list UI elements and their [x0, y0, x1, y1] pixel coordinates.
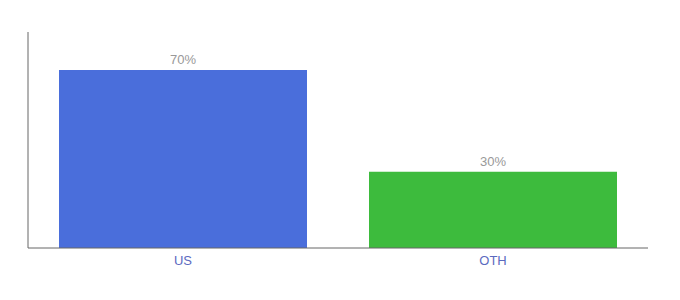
svg-text:70%: 70%	[170, 52, 196, 67]
svg-text:US: US	[174, 253, 192, 268]
svg-text:30%: 30%	[480, 154, 506, 169]
svg-text:OTH: OTH	[479, 253, 506, 268]
